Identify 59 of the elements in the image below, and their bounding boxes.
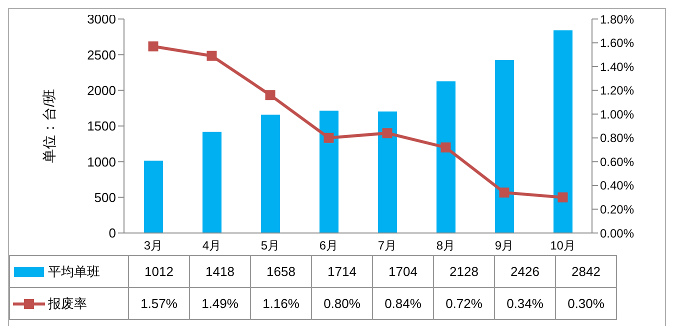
- bar: [202, 132, 222, 233]
- y-tick-label: 1500: [87, 118, 116, 134]
- data-label: 1.57%: [128, 288, 190, 320]
- y2-tick-label: 0.40%: [600, 178, 634, 193]
- x-tick-label: 9月: [494, 238, 514, 253]
- bar: [378, 111, 397, 233]
- bar: [495, 60, 514, 233]
- data-label: 2426: [494, 256, 556, 288]
- data-label: 2128: [434, 256, 494, 288]
- y2-tick-label: 0.00%: [600, 226, 634, 240]
- x-tick-label: 3月: [144, 238, 163, 253]
- data-label: 1714: [312, 256, 372, 288]
- x-tick-label: 6月: [319, 238, 338, 253]
- point: [558, 192, 568, 202]
- data-label: 1.49%: [190, 288, 250, 320]
- y2-tick-label: 0.60%: [600, 154, 634, 169]
- data-label: 0.30%: [556, 288, 616, 320]
- legend-label: 平均单班: [48, 262, 100, 280]
- y2-tick-label: 0.80%: [600, 131, 634, 146]
- y2-tick-label: 1.40%: [600, 60, 634, 74]
- data-label: 0.84%: [372, 288, 434, 320]
- point: [265, 90, 276, 100]
- bar: [554, 30, 572, 233]
- data-label: 1704: [372, 256, 434, 288]
- bar: [261, 114, 280, 233]
- data-label: 0.80%: [312, 288, 372, 320]
- y-tick-label: 1000: [87, 154, 116, 170]
- y2-tick-label: 1.20%: [600, 84, 634, 98]
- bar: [436, 81, 456, 233]
- x-tick-label: 10月: [550, 238, 576, 253]
- y-tick-label: 2500: [87, 47, 116, 62]
- data-label: 1418: [190, 256, 250, 288]
- y-tick-label: 500: [94, 190, 116, 205]
- point: [206, 50, 217, 61]
- point: [324, 132, 334, 143]
- bar: [320, 110, 338, 233]
- data-label: 1.16%: [250, 288, 312, 320]
- x-tick-label: 8月: [436, 238, 456, 253]
- x-tick-label: 7月: [378, 238, 397, 253]
- data-label: 2842: [556, 256, 616, 288]
- x-tick-label: 4月: [202, 238, 222, 253]
- y2-tick-label: 0.20%: [600, 202, 634, 216]
- point: [440, 142, 451, 152]
- y-tick-label: 2000: [87, 82, 116, 98]
- y2-tick-label: 1.60%: [600, 36, 634, 50]
- point: [499, 188, 510, 198]
- point: [382, 128, 392, 138]
- y-tick-label: 0: [108, 226, 116, 241]
- data-label: 1012: [128, 256, 190, 288]
- data-label: 1658: [250, 256, 312, 288]
- y2-tick-label: 1.80%: [600, 12, 634, 26]
- data-label: 0.34%: [494, 288, 556, 320]
- y2-tick-label: 1.00%: [600, 107, 634, 122]
- bar: [144, 160, 163, 233]
- legend-label: 报废率: [48, 294, 87, 312]
- x-tick-label: 5月: [260, 238, 280, 253]
- data-label: 0.72%: [434, 288, 494, 320]
- y-axis-title: 单位：台/班: [40, 89, 57, 163]
- point: [148, 41, 158, 52]
